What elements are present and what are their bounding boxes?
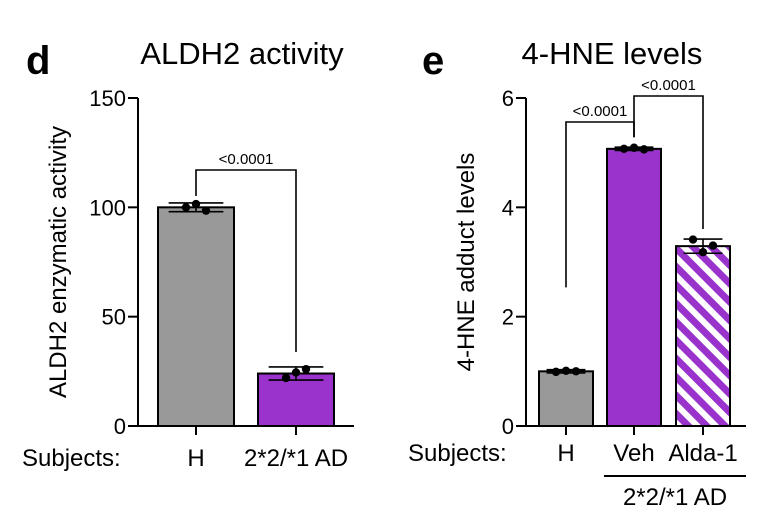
data-point	[698, 247, 708, 257]
significance-bracket	[633, 95, 704, 230]
panel-e-title: 4-HNE levels	[522, 36, 703, 71]
panel-letter-e: e	[422, 39, 444, 83]
data-point	[181, 203, 191, 212]
panel-d: d ALDH2 activity ALDH2 enzymatic activit…	[22, 36, 354, 472]
panel-e-x-tick-labels: H Veh Alda-1	[557, 440, 737, 467]
y-tick-label: 0	[114, 414, 126, 439]
panel-e-group-label: 2*2/*1 AD	[623, 484, 727, 511]
significance-bracket	[195, 169, 297, 352]
p-value-label: <0.0001	[573, 103, 628, 120]
panel-d-comparisons: <0.0001	[195, 151, 297, 352]
x-tick-label: 2*2/*1 AD	[244, 445, 348, 472]
data-point	[281, 373, 291, 383]
x-tick-label: H	[187, 445, 204, 472]
bar-veh	[606, 147, 662, 427]
panel-e-x-axis-label: Subjects:	[408, 440, 507, 467]
panel-d-y-axis-label: ALDH2 enzymatic activity	[45, 126, 72, 398]
data-point	[688, 235, 698, 244]
panel-d-x-axis-label: Subjects:	[22, 445, 121, 472]
y-tick-label: 4	[502, 195, 514, 220]
x-tick-label: Veh	[613, 440, 654, 467]
y-tick-label: 150	[89, 86, 126, 111]
data-point	[629, 143, 639, 152]
panel-e-comparisons: <0.0001 <0.0001	[565, 77, 704, 288]
bar-2-2-1-ad	[257, 372, 335, 427]
data-point	[639, 145, 649, 154]
panel-d-x-tick-labels: H 2*2/*1 AD	[187, 445, 348, 472]
bar-h	[538, 370, 594, 428]
p-value-label: <0.0001	[219, 151, 274, 168]
y-tick-label: 100	[89, 195, 126, 220]
x-tick-label: Alda-1	[668, 440, 737, 467]
data-point	[301, 364, 311, 374]
panel-e-y-axis-label: 4-HNE adduct levels	[453, 153, 480, 372]
panel-d-title: ALDH2 activity	[140, 36, 344, 71]
panel-d-points	[181, 199, 311, 383]
data-point	[619, 144, 629, 154]
panel-e-bars	[538, 147, 731, 428]
data-point	[201, 206, 211, 215]
data-point	[561, 366, 571, 375]
bar-alda-1	[675, 245, 731, 427]
y-tick-label: 50	[102, 305, 126, 330]
panel-letter-d: d	[26, 39, 50, 83]
data-point	[551, 367, 561, 377]
data-point	[571, 367, 581, 376]
y-tick-label: 2	[502, 305, 514, 330]
y-tick-label: 6	[502, 86, 514, 111]
p-value-label: <0.0001	[641, 77, 696, 94]
data-point	[708, 241, 718, 250]
y-tick-label: 0	[502, 414, 514, 439]
data-point	[291, 368, 301, 377]
bar-h	[157, 206, 235, 427]
data-point	[191, 199, 201, 209]
panel-e: e 4-HNE levels 4-HNE adduct levels Subje…	[408, 36, 746, 511]
panel-d-bars	[157, 206, 335, 427]
panel-e-points	[551, 143, 718, 377]
x-tick-label: H	[557, 440, 574, 467]
